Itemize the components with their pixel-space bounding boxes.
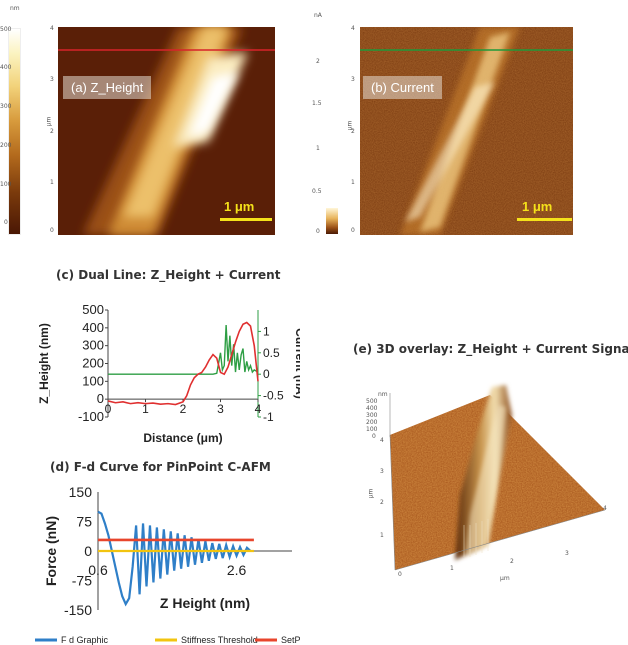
colorbar-tick: 1.5	[312, 100, 322, 107]
x-tick-label: 0	[105, 402, 112, 416]
current-series-line	[108, 324, 259, 375]
colorbar-unit: nA	[314, 12, 322, 19]
colorbar-tick: 0	[316, 228, 320, 235]
y-tick-label: 75	[76, 514, 92, 530]
x-tick-label: 0.6	[88, 562, 108, 578]
scale-bar	[517, 218, 572, 221]
z-tick: 100	[366, 426, 378, 433]
chart-c-title: (c) Dual Line: Z_Height + Current	[56, 268, 281, 282]
axis-tick: 1	[351, 179, 355, 186]
y2-tick-label: 0.5	[263, 346, 280, 360]
height-colorbar	[8, 28, 21, 235]
x-tick-label: 2.6	[227, 562, 247, 578]
legend-label: Stiffness Threshold	[181, 635, 258, 645]
surface-side-stripes	[463, 519, 489, 557]
legend-label: F d Graphic	[61, 635, 109, 645]
y-axis-title: Z_Height (nm)	[37, 323, 51, 404]
z-tick: 500	[366, 398, 378, 405]
current-map-image	[360, 27, 573, 235]
y-tick-label: 100	[82, 373, 104, 388]
axis-tick: 4	[603, 505, 607, 512]
panel-e: nm 500 400 300 200 100 0 μm μm 0 1 2 3 4…	[360, 375, 620, 585]
axis-tick: 3	[565, 550, 569, 557]
y2-axis-title: Current (nA)	[293, 328, 300, 399]
axis-unit: μm	[500, 575, 510, 582]
height-series-line	[107, 321, 259, 406]
z-tick: 200	[366, 419, 378, 426]
axis-tick: 1	[450, 565, 454, 572]
y-tick-label: 400	[82, 320, 104, 335]
axis-tick: 4	[380, 437, 384, 444]
axis-tick: 2	[50, 128, 54, 135]
axis-tick: 1	[50, 179, 54, 186]
axis-tick: 0	[351, 227, 355, 234]
image-label: (a) Z_Height	[63, 76, 152, 99]
x-axis-title: Z Height (nm)	[160, 595, 250, 611]
colorbar-tick: 500	[0, 26, 12, 33]
fd-graphic-line	[97, 510, 252, 607]
chart-d-title: (d) F-d Curve for PinPoint C-AFM	[50, 460, 271, 474]
panel-b: nA 2 1.5 1 0.5 0 4 3 2 1 0 μm (b) Curren…	[300, 0, 600, 245]
y-tick-label: -75	[72, 573, 92, 589]
axis-tick: 0	[398, 571, 402, 578]
axis-tick: 4	[50, 25, 54, 32]
y-tick-label: 150	[69, 484, 93, 500]
chart-d: 150 75 0 -75 -150 0.6 2.6 Z Height (nm) Force (n…	[35, 484, 300, 645]
z-tick: 300	[366, 412, 378, 419]
z-unit: nm	[378, 391, 388, 398]
axis-tick: 3	[380, 468, 384, 475]
colorbar-tick: 100	[0, 181, 12, 188]
image-label: (b) Current	[363, 76, 442, 99]
colorbar-tick: 400	[0, 64, 12, 71]
y-tick-label: -150	[64, 602, 92, 618]
axis-tick: 0	[50, 227, 54, 234]
colorbar-tick: 0.5	[312, 188, 322, 195]
scale-bar-label: 1 μm	[224, 199, 255, 214]
y2-tick-label: 0	[263, 367, 270, 381]
current-colorbar	[326, 208, 338, 234]
z-tick: 0	[372, 433, 376, 440]
y2-tick-label: -1	[263, 410, 274, 424]
z-tick: 400	[366, 405, 378, 412]
axis-tick: 2	[380, 499, 384, 506]
y-tick-label: 300	[82, 338, 104, 353]
x-tick-label: 2	[180, 402, 187, 416]
y-tick-label: 200	[82, 356, 104, 371]
y-tick-label: -100	[78, 409, 104, 424]
colorbar-tick: 300	[0, 103, 12, 110]
y2-tick-label: -0.5	[263, 389, 284, 403]
axis-tick: 4	[351, 25, 355, 32]
axis-tick: 1	[380, 532, 384, 539]
y2-tick-label: 1	[263, 324, 270, 338]
height-map-image	[58, 27, 275, 235]
axis-tick: 2	[351, 128, 355, 135]
axis-unit: μm	[346, 120, 354, 131]
axis-tick: 3	[50, 76, 54, 83]
x-tick-label: 1	[142, 402, 149, 416]
colorbar-tick: 200	[0, 142, 12, 149]
x-axis-title: Distance (μm)	[143, 431, 222, 445]
scale-bar	[220, 218, 272, 221]
colorbar-tick: 1	[316, 145, 320, 152]
scale-bar-label: 1 μm	[522, 199, 553, 214]
colorbar-tick: 0	[4, 219, 8, 226]
x-tick-label: 3	[217, 402, 224, 416]
axis-tick: 3	[351, 76, 355, 83]
surface-3d-image	[389, 385, 606, 571]
panel-e-title: (e) 3D overlay: Z_Height + Current Signa…	[353, 342, 628, 356]
legend-label: SetPoint	[281, 635, 300, 645]
y-tick-label: 500	[82, 302, 104, 317]
axis-tick: 2	[510, 558, 514, 565]
panel-a: nm 500 400 300 200 100 0 4 3 2 1 0 μm (a…	[0, 0, 290, 245]
x-tick-label: 4	[255, 402, 262, 416]
axis-unit: μm	[45, 116, 53, 127]
y-tick-label: 0	[97, 391, 104, 406]
colorbar-tick: 2	[316, 58, 320, 65]
colorbar-unit: nm	[10, 5, 20, 12]
y-tick-label: 0	[84, 543, 92, 559]
y-axis-title: Force (nN)	[43, 516, 59, 586]
